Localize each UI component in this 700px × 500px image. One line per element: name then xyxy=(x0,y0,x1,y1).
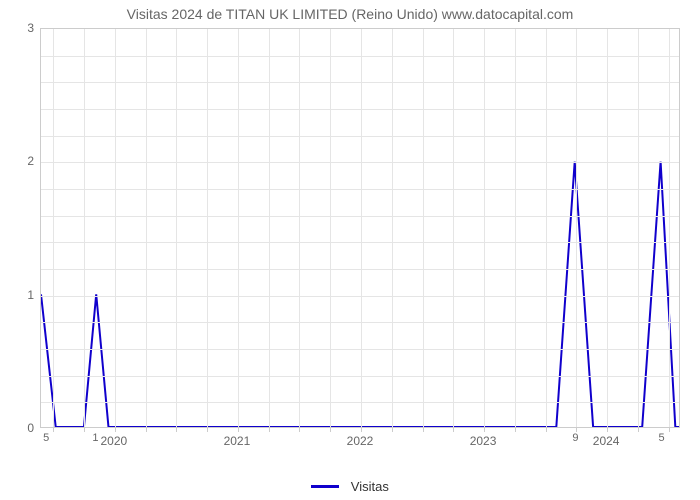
x-minor-tick xyxy=(423,427,424,432)
grid-line-minor-vertical xyxy=(453,29,454,427)
x-tick xyxy=(361,427,362,432)
x-minor-tick xyxy=(638,427,639,432)
grid-line-minor-horizontal xyxy=(41,402,679,403)
grid-line-vertical xyxy=(238,29,239,427)
grid-line-horizontal xyxy=(41,162,679,163)
x-minor-tick xyxy=(392,427,393,432)
grid-line-minor-vertical xyxy=(269,29,270,427)
grid-line-minor-vertical xyxy=(207,29,208,427)
grid-line-minor-horizontal xyxy=(41,216,679,217)
x-tick-label: 2022 xyxy=(347,434,374,448)
y-tick-label: 3 xyxy=(18,21,34,35)
grid-line-minor-vertical xyxy=(423,29,424,427)
x-tick-label: 2024 xyxy=(593,434,620,448)
grid-line-minor-horizontal xyxy=(41,242,679,243)
grid-line-minor-vertical xyxy=(546,29,547,427)
x-tick xyxy=(115,427,116,432)
x-tick-label: 2020 xyxy=(100,434,127,448)
x-tick-label: 2023 xyxy=(470,434,497,448)
y-tick-label: 0 xyxy=(18,421,34,435)
x-minor-tick xyxy=(546,427,547,432)
grid-line-minor-vertical xyxy=(176,29,177,427)
grid-line-minor-horizontal xyxy=(41,269,679,270)
grid-line-horizontal xyxy=(41,296,679,297)
x-minor-tick xyxy=(176,427,177,432)
series-line xyxy=(41,162,679,427)
grid-line-vertical xyxy=(607,29,608,427)
x-tick xyxy=(484,427,485,432)
x-tick xyxy=(238,427,239,432)
grid-line-minor-horizontal xyxy=(41,56,679,57)
grid-line-minor-horizontal xyxy=(41,322,679,323)
grid-line-minor-vertical xyxy=(146,29,147,427)
grid-line-minor-horizontal xyxy=(41,349,679,350)
x-minor-tick xyxy=(453,427,454,432)
grid-line-minor-vertical xyxy=(330,29,331,427)
line-series xyxy=(41,29,679,427)
x-minor-tick xyxy=(84,427,85,432)
x-minor-tick xyxy=(299,427,300,432)
data-point-label: 5 xyxy=(658,432,664,444)
y-tick-label: 1 xyxy=(18,288,34,302)
x-minor-tick xyxy=(330,427,331,432)
grid-line-minor-vertical xyxy=(638,29,639,427)
chart-title: Visitas 2024 de TITAN UK LIMITED (Reino … xyxy=(0,6,700,22)
line-chart: Visitas 2024 de TITAN UK LIMITED (Reino … xyxy=(0,0,700,500)
data-point-label: 5 xyxy=(43,432,49,444)
grid-line-minor-vertical xyxy=(392,29,393,427)
grid-line-minor-horizontal xyxy=(41,82,679,83)
data-point-label: 9 xyxy=(572,432,578,444)
x-minor-tick xyxy=(207,427,208,432)
grid-line-minor-horizontal xyxy=(41,376,679,377)
grid-line-vertical xyxy=(361,29,362,427)
plot-area xyxy=(40,28,680,428)
y-tick-label: 2 xyxy=(18,154,34,168)
x-minor-tick xyxy=(669,427,670,432)
x-minor-tick xyxy=(269,427,270,432)
grid-line-minor-vertical xyxy=(515,29,516,427)
grid-line-minor-vertical xyxy=(299,29,300,427)
x-tick-label: 2021 xyxy=(224,434,251,448)
legend: Visitas xyxy=(0,478,700,494)
grid-line-minor-vertical xyxy=(84,29,85,427)
grid-line-minor-vertical xyxy=(669,29,670,427)
x-tick xyxy=(607,427,608,432)
data-point-label: 1 xyxy=(92,432,98,444)
grid-line-minor-horizontal xyxy=(41,136,679,137)
legend-swatch xyxy=(311,485,339,488)
grid-line-minor-horizontal xyxy=(41,189,679,190)
grid-line-minor-vertical xyxy=(53,29,54,427)
x-minor-tick xyxy=(53,427,54,432)
grid-line-vertical xyxy=(484,29,485,427)
legend-label: Visitas xyxy=(351,479,389,494)
grid-line-vertical xyxy=(115,29,116,427)
x-minor-tick xyxy=(146,427,147,432)
grid-line-minor-horizontal xyxy=(41,109,679,110)
x-minor-tick xyxy=(515,427,516,432)
grid-line-minor-vertical xyxy=(576,29,577,427)
